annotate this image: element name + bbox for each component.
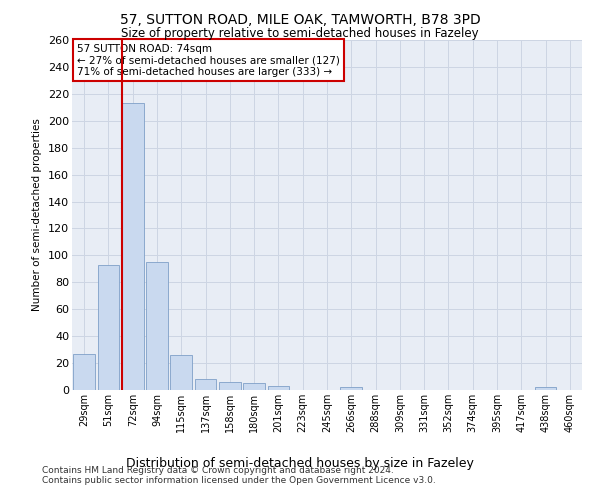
- Bar: [73, 354, 95, 390]
- Bar: [146, 262, 168, 390]
- Bar: [170, 355, 192, 390]
- Bar: [340, 388, 362, 390]
- Bar: [194, 379, 217, 390]
- Text: 57, SUTTON ROAD, MILE OAK, TAMWORTH, B78 3PD: 57, SUTTON ROAD, MILE OAK, TAMWORTH, B78…: [119, 12, 481, 26]
- Bar: [268, 386, 289, 390]
- Bar: [243, 384, 265, 390]
- Bar: [535, 388, 556, 390]
- Bar: [97, 265, 119, 390]
- Text: Size of property relative to semi-detached houses in Fazeley: Size of property relative to semi-detach…: [121, 28, 479, 40]
- Bar: [122, 104, 143, 390]
- Y-axis label: Number of semi-detached properties: Number of semi-detached properties: [32, 118, 43, 312]
- Bar: [219, 382, 241, 390]
- Text: Distribution of semi-detached houses by size in Fazeley: Distribution of semi-detached houses by …: [126, 458, 474, 470]
- Text: 57 SUTTON ROAD: 74sqm
← 27% of semi-detached houses are smaller (127)
71% of sem: 57 SUTTON ROAD: 74sqm ← 27% of semi-deta…: [77, 44, 340, 76]
- Text: Contains HM Land Registry data © Crown copyright and database right 2024.
Contai: Contains HM Land Registry data © Crown c…: [42, 466, 436, 485]
